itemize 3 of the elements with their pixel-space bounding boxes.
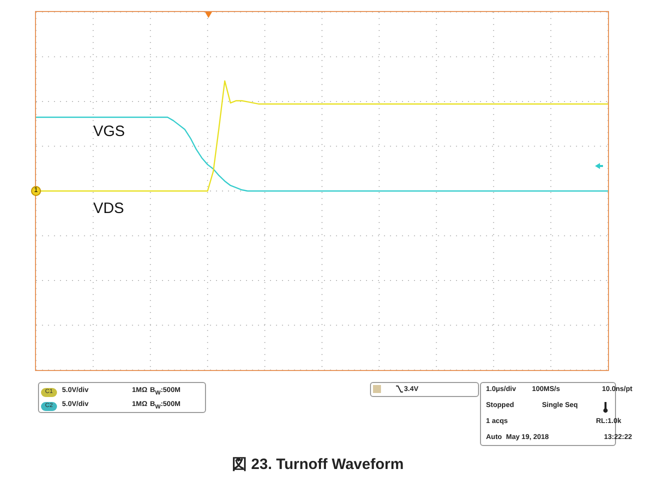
- series-label: VGS: [93, 123, 125, 140]
- caption: 図 23. Turnoff Waveform: [232, 455, 404, 474]
- series-label: VDS: [93, 200, 124, 217]
